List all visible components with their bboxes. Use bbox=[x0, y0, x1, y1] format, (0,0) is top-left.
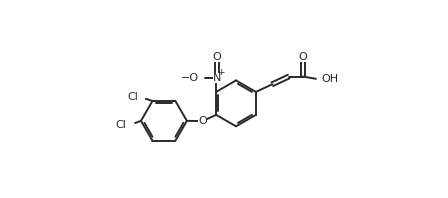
Text: O: O bbox=[298, 52, 307, 62]
Text: O: O bbox=[198, 116, 207, 126]
Text: +: + bbox=[217, 68, 225, 77]
Text: O: O bbox=[213, 52, 222, 62]
Text: N: N bbox=[213, 73, 221, 83]
Text: Cl: Cl bbox=[116, 120, 126, 130]
Text: Cl: Cl bbox=[127, 92, 138, 102]
Text: −O: −O bbox=[181, 73, 199, 83]
Text: OH: OH bbox=[322, 74, 339, 84]
